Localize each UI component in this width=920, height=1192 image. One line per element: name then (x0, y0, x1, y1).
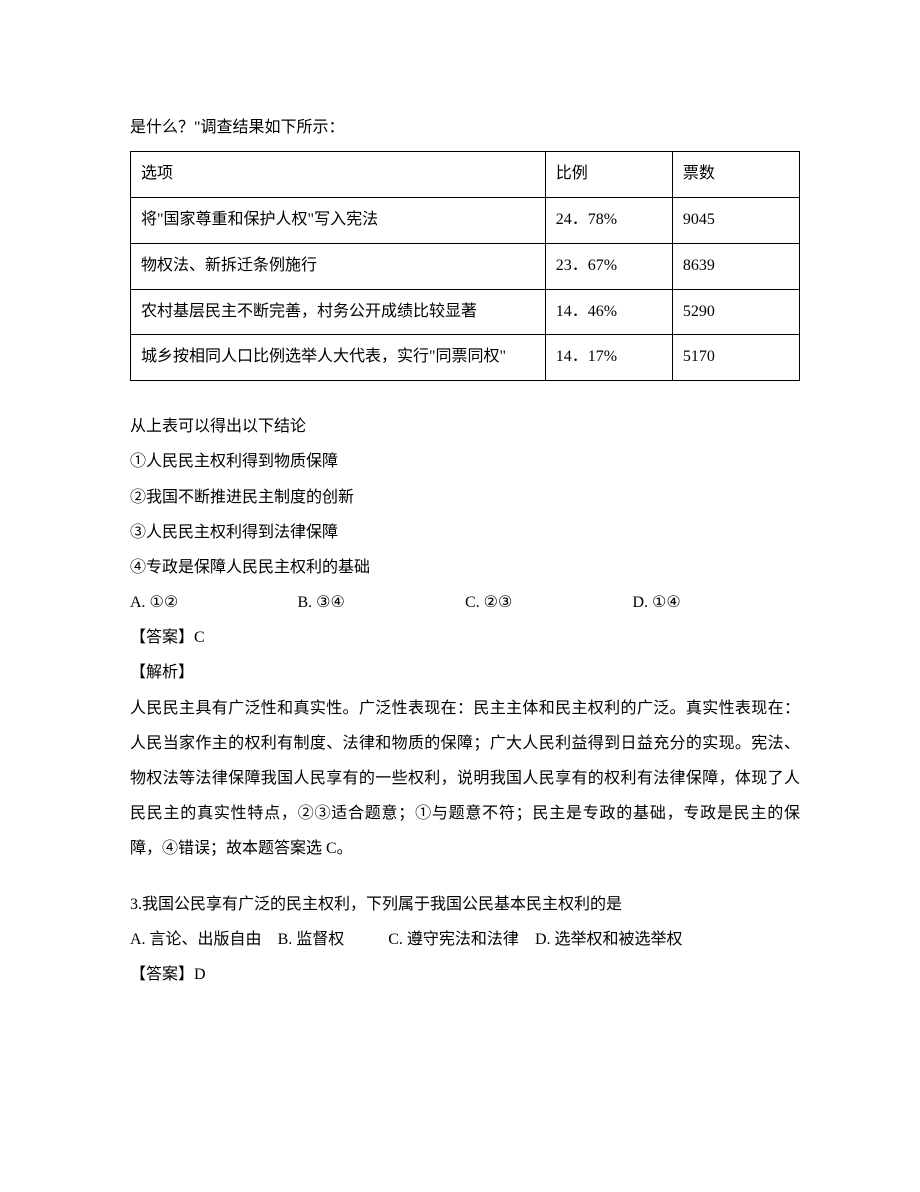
choice-a: A. ①② (130, 585, 298, 620)
choice-c: C. ②③ (465, 585, 633, 620)
statement-2: ②我国不断推进民主制度的创新 (130, 480, 800, 515)
conclusion-lead: 从上表可以得出以下结论 (130, 409, 800, 444)
cell-votes: 5170 (672, 335, 799, 381)
table-row: 物权法、新拆迁条例施行 23．67% 8639 (131, 243, 800, 289)
header-votes: 票数 (672, 152, 799, 198)
q3-stem: 3.我国公民享有广泛的民主权利，下列属于我国公民基本民主权利的是 (130, 887, 800, 922)
intro-line: 是什么？"调查结果如下所示： (130, 110, 800, 145)
header-pct: 比例 (545, 152, 672, 198)
cell-pct: 24．78% (545, 197, 672, 243)
cell-votes: 5290 (672, 289, 799, 335)
q2-choices: A. ①② B. ③④ C. ②③ D. ①④ (130, 585, 800, 620)
cell-votes: 8639 (672, 243, 799, 289)
cell-option: 物权法、新拆迁条例施行 (131, 243, 546, 289)
choice-b: B. ③④ (298, 585, 466, 620)
cell-option: 农村基层民主不断完善，村务公开成绩比较显著 (131, 289, 546, 335)
q3-choice-b: B. 监督权 (278, 931, 345, 948)
cell-votes: 9045 (672, 197, 799, 243)
explain-label: 【解析】 (130, 655, 800, 690)
cell-pct: 14．17% (545, 335, 672, 381)
q3-choice-d: D. 选举权和被选举权 (535, 931, 683, 948)
choice-d: D. ①④ (633, 585, 801, 620)
cell-pct: 23．67% (545, 243, 672, 289)
q3-answer: 【答案】D (130, 957, 800, 992)
explain-body: 人民民主具有广泛性和真实性。广泛性表现在：民主主体和民主权利的广泛。真实性表现在… (130, 691, 800, 867)
q3-choice-c: C. 遵守宪法和法律 (388, 931, 519, 948)
table-row: 农村基层民主不断完善，村务公开成绩比较显著 14．46% 5290 (131, 289, 800, 335)
q3-choice-a: A. 言论、出版自由 (130, 931, 262, 948)
q3-choices: A. 言论、出版自由 B. 监督权 C. 遵守宪法和法律 D. 选举权和被选举权 (130, 922, 800, 957)
statement-3: ③人民民主权利得到法律保障 (130, 515, 800, 550)
statement-4: ④专政是保障人民民主权利的基础 (130, 550, 800, 585)
q3-block: 3.我国公民享有广泛的民主权利，下列属于我国公民基本民主权利的是 A. 言论、出… (130, 887, 800, 993)
cell-pct: 14．46% (545, 289, 672, 335)
cell-option: 城乡按相同人口比例选举人大代表，实行"同票同权" (131, 335, 546, 381)
table-row: 将"国家尊重和保护人权"写入宪法 24．78% 9045 (131, 197, 800, 243)
statement-1: ①人民民主权利得到物质保障 (130, 444, 800, 479)
header-option: 选项 (131, 152, 546, 198)
cell-option: 将"国家尊重和保护人权"写入宪法 (131, 197, 546, 243)
survey-table: 选项 比例 票数 将"国家尊重和保护人权"写入宪法 24．78% 9045 物权… (130, 151, 800, 381)
table-header-row: 选项 比例 票数 (131, 152, 800, 198)
page-container: 是什么？"调查结果如下所示： 选项 比例 票数 将"国家尊重和保护人权"写入宪法… (0, 0, 920, 1192)
table-row: 城乡按相同人口比例选举人大代表，实行"同票同权" 14．17% 5170 (131, 335, 800, 381)
q2-answer: 【答案】C (130, 620, 800, 655)
